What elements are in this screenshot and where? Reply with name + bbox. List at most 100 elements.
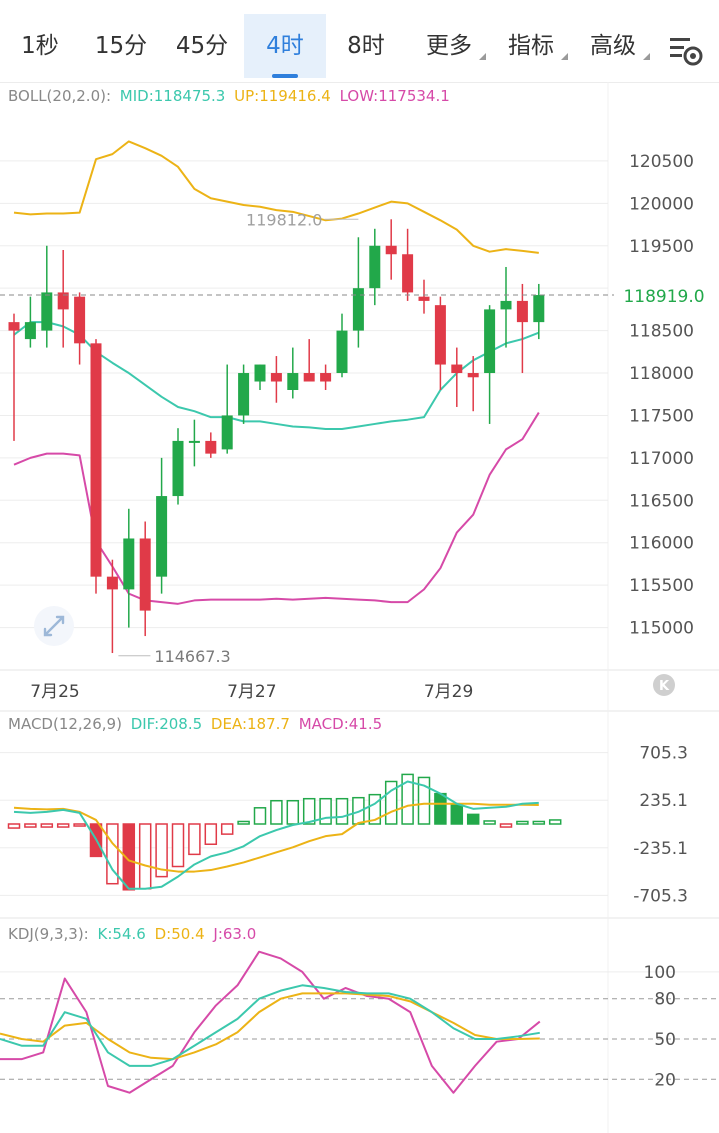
candle-body (500, 300, 512, 310)
price-tick-label: 116500 (629, 491, 694, 511)
kdj-k-value: K:54.6 (97, 925, 146, 943)
candle-body (172, 440, 184, 497)
macd-histogram-bar (122, 823, 136, 891)
candle-body (221, 415, 233, 450)
candle-body (254, 364, 266, 382)
tab-label: 8时 (347, 33, 385, 59)
candle-body (451, 364, 463, 374)
macd-histogram-bar (548, 819, 562, 825)
candle-body (90, 343, 102, 577)
candle-body (484, 309, 496, 374)
dropdown-triangle-icon (479, 53, 486, 60)
price-tick-label: 118500 (629, 322, 694, 342)
macd-dea-value: DEA:187.7 (210, 715, 290, 733)
tab-0[interactable]: 1秒 (8, 14, 72, 78)
max-annotation-label: 119812.0 (246, 210, 322, 229)
macd-histogram-bar (220, 823, 234, 835)
tab-4[interactable]: 8时 (326, 14, 406, 78)
price-tick-label: 120000 (629, 194, 694, 214)
tab-2[interactable]: 45分 (162, 14, 242, 78)
tab-5[interactable]: 更多 (408, 14, 490, 78)
macd-dea-line (13, 802, 539, 873)
candle-body (238, 373, 250, 416)
candle-body (188, 440, 200, 443)
boll-legend: BOLL(20,2.0): MID:118475.3 UP:119416.4 L… (8, 87, 454, 105)
expand-icon-glyph (43, 615, 65, 637)
k-badge-bg (653, 674, 675, 696)
kdj-tick-label: 100 (644, 963, 676, 983)
macd-histogram-bar (417, 776, 431, 825)
macd-histogram-bar (434, 792, 447, 825)
price-tick-label: 118000 (629, 364, 694, 384)
macd-histogram-bar (171, 823, 185, 868)
candle-body (156, 496, 168, 577)
macd-histogram-bar (516, 820, 529, 825)
price-tick-label: 115500 (629, 576, 694, 596)
tab-label: 指标 (508, 33, 554, 59)
candle-body (516, 300, 528, 323)
date-tick-label: 7月29 (424, 682, 473, 702)
kdj-tick-label: 80 (654, 990, 676, 1010)
tab-label: 15分 (94, 33, 148, 59)
macd-histogram-bar (319, 797, 332, 825)
tab-7[interactable]: 高级 (572, 14, 654, 78)
macd-histogram-bar (73, 823, 86, 827)
tab-label: 高级 (590, 33, 636, 59)
kdj-d-value: D:50.4 (154, 925, 205, 943)
settings-list-gear-icon[interactable] (668, 32, 704, 68)
macd-dif-line (13, 780, 539, 890)
macd-histogram-bar (270, 799, 283, 825)
macd-histogram-bar (40, 823, 54, 828)
price-tick-label: 117500 (629, 406, 694, 426)
boll-low-value: LOW:117534.1 (339, 87, 450, 105)
tab-1[interactable]: 15分 (82, 14, 160, 78)
boll-label: BOLL(20,2.0): (8, 87, 112, 105)
macd-histogram-bar (188, 823, 201, 856)
candle-body (533, 295, 545, 323)
boll-up-value: UP:119416.4 (234, 87, 331, 105)
date-tick-label: 7月27 (227, 682, 276, 702)
candle-body (57, 292, 69, 310)
k-badge-icon[interactable]: K (653, 674, 675, 696)
macd-histogram-bar (483, 820, 496, 825)
macd-histogram-bar (237, 820, 250, 825)
macd-histogram-bar (532, 820, 546, 825)
macd-histogram-bar (7, 823, 21, 829)
macd-histogram-bar (138, 823, 152, 890)
candle-body (320, 373, 332, 382)
macd-histogram-bar (253, 807, 267, 825)
macd-label: MACD(12,26,9) (8, 715, 122, 733)
candle-body (270, 373, 282, 382)
macd-histogram-bar (155, 823, 168, 878)
dropdown-triangle-icon (643, 53, 650, 60)
k-badge-label: K (659, 679, 670, 694)
candle-body (467, 373, 479, 378)
tab-label: 4时 (266, 33, 304, 59)
macd-histogram-bar (204, 823, 218, 845)
candle-body (74, 296, 86, 344)
macd-tick-label: 235.1 (639, 791, 688, 811)
tab-3[interactable]: 4时 (244, 14, 326, 78)
boll-mid-value: MID:118475.3 (119, 87, 226, 105)
candle-body (106, 576, 118, 590)
macd-histogram-bar (106, 823, 119, 885)
candle-body (352, 288, 364, 331)
macd-histogram-bar (499, 823, 513, 828)
price-tick-label: 117000 (629, 449, 694, 469)
macd-histogram-bar (302, 797, 316, 825)
kdj-tick-label: 50 (654, 1030, 676, 1050)
candle-body (385, 245, 397, 255)
tab-label: 45分 (175, 33, 229, 59)
candle-body (123, 538, 135, 590)
macd-histogram-bar (401, 773, 414, 825)
tab-6[interactable]: 指标 (490, 14, 572, 78)
date-tick-label: 7月25 (30, 682, 79, 702)
expand-arrows-icon[interactable] (34, 606, 74, 646)
last-price-label: 118919.0 (623, 287, 704, 307)
kdj-j-value: J:63.0 (213, 925, 257, 943)
macd-histogram-bar (466, 813, 480, 825)
candle-body (205, 440, 217, 454)
macd-tick-label: -705.3 (633, 886, 688, 906)
kdj-j-line (0, 950, 541, 1094)
